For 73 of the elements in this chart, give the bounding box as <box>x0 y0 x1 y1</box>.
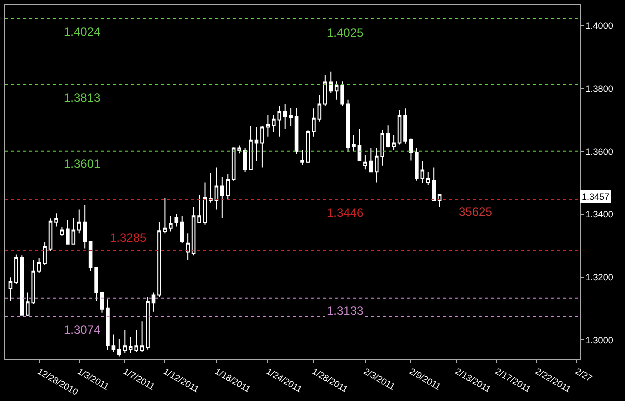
candlestick <box>249 126 253 171</box>
candlestick <box>54 213 58 228</box>
candlestick <box>364 154 368 170</box>
candlestick <box>72 217 76 245</box>
candlestick <box>352 134 356 152</box>
candlestick <box>404 108 408 144</box>
candlestick <box>140 321 144 353</box>
candlestick <box>392 134 396 151</box>
candlestick <box>112 334 116 353</box>
ref-line-label: 1.3446 <box>327 206 364 220</box>
y-tick-label: 1.3000 <box>586 335 614 346</box>
candlestick <box>158 222 162 298</box>
candlestick <box>438 194 442 208</box>
ref-line-label: 1.3133 <box>327 304 364 318</box>
candlestick <box>369 148 374 173</box>
candlestick <box>186 233 190 261</box>
candlestick <box>60 226 64 237</box>
candlestick <box>169 216 173 232</box>
candlestick <box>118 338 122 358</box>
ref-line-label: 1.3601 <box>64 157 102 171</box>
y-tick-label: 1.4000 <box>586 21 614 32</box>
ref-line-label: 1.3813 <box>64 91 102 105</box>
annotation: 1.4025 <box>327 26 364 40</box>
candlestick <box>415 148 419 182</box>
candlestick <box>386 125 390 148</box>
candlestick <box>243 148 248 173</box>
candlestick <box>66 220 70 245</box>
candlestick <box>266 114 270 138</box>
candlestick <box>180 216 184 244</box>
candlestick <box>8 277 13 302</box>
candlestick <box>254 126 259 162</box>
candlestick <box>14 254 18 286</box>
y-tick-label: 1.3600 <box>586 146 614 157</box>
ref-line-label: 1.3285 <box>110 231 148 245</box>
annotation: 35625 <box>459 205 493 219</box>
candlestick <box>146 296 150 350</box>
candlestick <box>37 258 42 274</box>
candlestick <box>106 299 110 352</box>
candlestick <box>209 172 213 204</box>
candlestick <box>300 150 304 166</box>
candlestick <box>174 214 179 228</box>
y-tick-label: 1.3400 <box>586 210 614 220</box>
candlestick <box>48 218 53 252</box>
ref-line-label: 1.4024 <box>64 25 102 39</box>
candlestick <box>88 241 93 272</box>
candlestick <box>260 126 264 168</box>
candlestick <box>214 167 219 210</box>
candlestick <box>318 94 322 122</box>
x-tick-label: 2/27 <box>574 366 594 384</box>
candlestick <box>100 292 104 314</box>
candlestick <box>152 292 156 312</box>
candlestick <box>340 81 344 107</box>
candlestick <box>312 108 316 138</box>
candlestick <box>203 182 208 226</box>
y-tick-label: 1.3200 <box>586 272 614 282</box>
candlestick <box>420 160 425 184</box>
candlestick <box>358 128 362 162</box>
candlestick <box>20 255 24 316</box>
candlestick <box>334 81 339 100</box>
candlestick <box>294 108 299 156</box>
candlestick <box>346 99 350 152</box>
candlestick <box>163 198 168 234</box>
candlestick <box>43 242 47 266</box>
candlestick <box>409 138 414 162</box>
candlestick <box>306 130 310 164</box>
candlestick <box>192 206 196 256</box>
candlestick <box>94 267 98 302</box>
annotation: 1.3457 <box>582 192 610 202</box>
y-tick-label: 1.3800 <box>586 84 614 94</box>
candlestick <box>198 194 202 224</box>
candlestick <box>123 330 128 354</box>
ref-line-label: 1.3074 <box>64 323 102 337</box>
candlestick <box>398 110 402 146</box>
